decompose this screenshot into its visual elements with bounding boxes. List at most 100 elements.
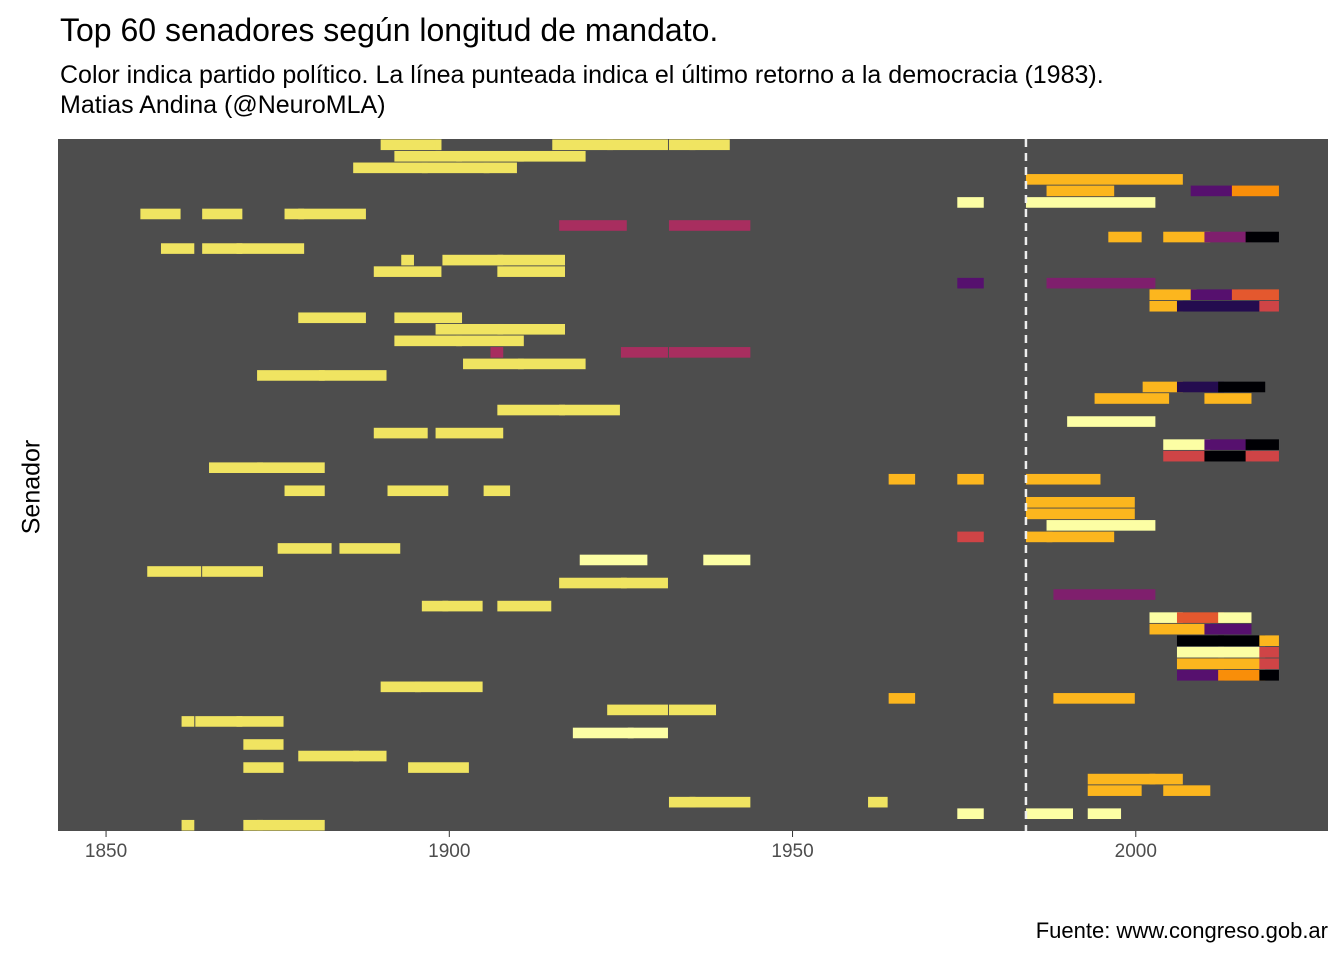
tenure-bar [1025, 808, 1073, 819]
tenure-bar [497, 266, 565, 277]
tenure-bar [957, 277, 984, 289]
tenure-bar [517, 150, 586, 162]
tenure-bar [140, 208, 181, 220]
tenure-bar [298, 312, 366, 324]
tenure-bar [490, 347, 504, 358]
tenure-bar [408, 762, 469, 773]
tenure-bar [497, 323, 565, 335]
tenure-bar [373, 266, 442, 277]
tenure-bar [607, 139, 668, 151]
tenure-bar [1094, 393, 1170, 404]
subtitle-line-1: Color indica partido político. La línea … [60, 61, 1104, 89]
tenure-bar [1108, 231, 1142, 243]
tenure-bar [888, 473, 916, 485]
tenure-bar [160, 243, 195, 254]
tenure-bar [1142, 381, 1183, 393]
tenure-bar [497, 600, 552, 612]
tenure-bar [456, 335, 524, 347]
tenure-bar [284, 485, 325, 497]
tenure-bar [1218, 612, 1252, 623]
tenure-bar [957, 473, 984, 485]
tenure-bar [442, 254, 504, 266]
tenure-bar [463, 358, 524, 370]
tenure-bar [442, 600, 483, 612]
tenure-bar [703, 554, 751, 566]
tenure-bar [1163, 450, 1211, 462]
tenure-bar [147, 566, 202, 577]
tenure-bar [1149, 289, 1197, 300]
tenure-bar [607, 704, 668, 716]
tenure-bars [140, 139, 1279, 831]
chart-title: Top 60 senadores según longitud de manda… [60, 12, 719, 48]
tenure-bar [1176, 612, 1225, 623]
chart-subtitle: Color indica partido político. La línea … [60, 60, 1104, 120]
tenure-bar [1259, 646, 1279, 658]
tenure-bar [257, 462, 325, 473]
tenure-bar [1149, 773, 1183, 785]
tenure-bar [689, 796, 751, 808]
tenure-bar [1259, 300, 1279, 312]
tenure-bar [1204, 450, 1252, 462]
tenure-bar [195, 716, 243, 727]
tenure-bar [1204, 393, 1252, 404]
tenure-bar [1231, 185, 1279, 197]
tenure-bar [668, 139, 696, 151]
tenure-bar [1218, 635, 1266, 646]
tenure-bar [1149, 300, 1183, 312]
tenure-bar [1176, 381, 1225, 393]
tenure-bar [1087, 808, 1122, 819]
tenure-bar [1163, 785, 1211, 796]
tenure-bar [1204, 439, 1252, 450]
tenure-bar [1259, 669, 1279, 681]
tenure-bar [1163, 231, 1211, 243]
tenure-bar [401, 254, 414, 266]
tenure-bar [1053, 589, 1156, 600]
tenure-bar [1190, 185, 1238, 197]
tenure-bar [1046, 531, 1115, 543]
tenure-bar [435, 427, 504, 439]
tenure-bar [353, 750, 387, 762]
tenure-bar [202, 208, 243, 220]
tenure-bar [620, 577, 668, 589]
tenure-bar [497, 254, 565, 266]
tenure-bar [483, 485, 511, 497]
tenure-bar [257, 370, 325, 381]
tenure-bar [243, 762, 284, 773]
tenure-bar [1218, 646, 1266, 658]
tenure-bar [1245, 231, 1279, 243]
tenure-bar [1218, 658, 1266, 670]
tenure-bar [380, 681, 421, 693]
tenure-bar [456, 150, 524, 162]
tenure-bar [559, 577, 627, 589]
tenure-bar [689, 139, 730, 151]
tenure-bar [620, 347, 668, 358]
tenure-bar [435, 139, 442, 151]
tenure-bar [1025, 508, 1135, 520]
tenure-bar [181, 716, 195, 727]
tenure-bar [298, 750, 360, 762]
tenure-bar [1025, 174, 1183, 185]
tenure-bar [559, 220, 627, 231]
tenure-bar [435, 323, 504, 335]
tenure-bar [1259, 635, 1279, 646]
tenure-bar [1218, 381, 1266, 393]
plot-panel [58, 139, 1328, 831]
tenure-bar [559, 404, 620, 416]
tenure-bar [1259, 658, 1279, 670]
tenure-bar [579, 554, 648, 566]
tenure-bar [1176, 658, 1225, 670]
tenure-bar [421, 162, 490, 174]
tenure-bar [394, 335, 463, 347]
subtitle-line-2: Matias Andina (@NeuroMLA) [60, 91, 386, 119]
tenure-bar [387, 485, 449, 497]
tenure-bar [1204, 231, 1252, 243]
tenure-bar [257, 819, 325, 831]
tenure-bar [277, 543, 332, 554]
tenure-bar [483, 162, 517, 174]
tenure-bar [627, 727, 668, 739]
tenure-bar [1025, 496, 1135, 508]
tenure-bar [888, 693, 916, 704]
tenure-bar [284, 208, 305, 220]
tenure-bar [243, 739, 284, 750]
